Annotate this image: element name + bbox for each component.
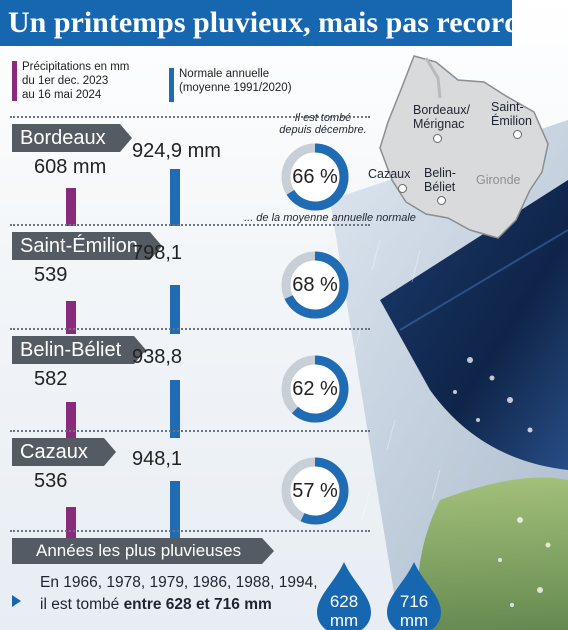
note-top: Il est tombé depuis décembre. bbox=[268, 112, 378, 136]
value-normal-1: 798,1 bbox=[132, 242, 183, 264]
note-top-line1: Il est tombé bbox=[294, 112, 352, 124]
percent-label-2: 62 % bbox=[292, 378, 338, 400]
bar-precip-0 bbox=[66, 188, 76, 226]
legend-normal-line2: (moyenne 1991/2020) bbox=[179, 82, 292, 94]
rainiest-years-text: En 1966, 1978, 1979, 1986, 1988, 1994, i… bbox=[40, 572, 318, 616]
bullet-arrow-icon bbox=[12, 595, 21, 607]
legend-normal-swatch bbox=[169, 68, 174, 102]
bar-precip-2 bbox=[66, 401, 76, 438]
note-bottom: ... de la moyenne annuelle normale bbox=[244, 212, 416, 224]
bar-normal-1 bbox=[170, 284, 180, 334]
bar-precip-3 bbox=[66, 506, 76, 540]
donut-0 bbox=[281, 143, 349, 211]
value-precip-3: 536 bbox=[34, 470, 68, 492]
value-precip-1: 539 bbox=[34, 264, 68, 286]
drop-value-2: 716 bbox=[399, 592, 429, 611]
drop-unit-2: mm bbox=[399, 611, 429, 630]
bar-normal-0 bbox=[170, 168, 180, 226]
city-tab-1: Saint-Émilion bbox=[12, 232, 162, 260]
value-normal-0: 924,9 mm bbox=[132, 140, 221, 162]
map-label-bordeaux: Bordeaux/ Mérignac bbox=[413, 103, 470, 131]
legend-normal-line1: Normale annuelle bbox=[179, 68, 270, 80]
rainiest-years-line1: En 1966, 1978, 1979, 1986, 1988, 1994, bbox=[40, 574, 318, 591]
bar-normal-3 bbox=[170, 481, 180, 540]
row-separator-top bbox=[10, 116, 370, 118]
map-dot-cazaux bbox=[398, 184, 407, 193]
map-label-cazaux: Cazaux bbox=[368, 167, 411, 181]
map-label-belin: Belin- Béliet bbox=[424, 166, 456, 194]
donut-3 bbox=[281, 457, 349, 525]
value-precip-0: 608 mm bbox=[34, 156, 107, 178]
rainiest-years-heading: Années les plus pluvieuses bbox=[12, 538, 274, 564]
city-tab-0: Bordeaux bbox=[12, 124, 132, 152]
legend-precip-swatch bbox=[12, 61, 17, 101]
gironde-map bbox=[379, 55, 549, 239]
drop-label-1: 628 mm bbox=[313, 592, 375, 630]
map-dot-bordeaux bbox=[433, 134, 442, 143]
row-separator-1 bbox=[10, 328, 370, 330]
donut-arc-0 bbox=[281, 143, 349, 211]
donut-arc-1 bbox=[281, 251, 349, 319]
map-label-saint-emilion: Saint- Émilion bbox=[491, 100, 532, 128]
row-separator-0 bbox=[10, 224, 370, 226]
donut-arc-2 bbox=[281, 355, 349, 423]
city-tab-2: Belin-Béliet bbox=[12, 336, 146, 364]
map-label-saint-emilion-line1: Saint- bbox=[491, 100, 524, 114]
rainiest-years-line2-prefix: il est tombé bbox=[40, 596, 124, 613]
rainiest-years-line2: il est tombé entre 628 et 716 mm bbox=[40, 594, 318, 616]
note-top-line2: depuis décembre. bbox=[279, 124, 367, 136]
map-label-bordeaux-line2: Mérignac bbox=[413, 117, 465, 131]
map-label-belin-line2: Béliet bbox=[424, 180, 456, 194]
bar-normal-2 bbox=[170, 379, 180, 438]
row-separator-2 bbox=[10, 430, 370, 432]
drop-label-2: 716 mm bbox=[383, 592, 445, 630]
percent-label-3: 57 % bbox=[292, 480, 338, 502]
value-normal-3: 948,1 bbox=[132, 448, 183, 470]
value-precip-2: 582 bbox=[34, 368, 68, 390]
map-label-bordeaux-line1: Bordeaux/ bbox=[413, 103, 470, 117]
legend-normal: Normale annuelle (moyenne 1991/2020) bbox=[169, 67, 292, 102]
legend-precipitation: Précipitations en mm du 1er dec. 2023 au… bbox=[12, 60, 130, 102]
map-label-belin-line1: Belin- bbox=[424, 166, 456, 180]
legend-precip-line2: du 1er dec. 2023 bbox=[22, 75, 109, 87]
rainiest-years-line2-bold: entre 628 et 716 mm bbox=[123, 596, 272, 613]
legend-precip-line3: au 16 mai 2024 bbox=[22, 89, 102, 101]
map-label-gironde: Gironde bbox=[476, 173, 521, 187]
value-normal-2: 938,8 bbox=[132, 346, 183, 368]
raindrop-icon bbox=[387, 562, 441, 630]
donut-2 bbox=[281, 355, 349, 423]
donut-arc-3 bbox=[281, 457, 349, 525]
percent-label-1: 68 % bbox=[292, 274, 338, 296]
legend-precip-line1: Précipitations en mm bbox=[22, 61, 130, 73]
map-label-saint-emilion-line2: Émilion bbox=[491, 114, 532, 128]
page-title: Un printemps pluvieux, mais pas record bbox=[0, 0, 521, 46]
city-tab-3: Cazaux bbox=[12, 438, 116, 466]
map-dot-saint-emilion bbox=[513, 130, 522, 139]
row-separator-bottom bbox=[10, 530, 370, 532]
map-dot-belin bbox=[437, 196, 446, 205]
drop-unit-1: mm bbox=[329, 611, 359, 630]
bar-precip-1 bbox=[66, 300, 76, 334]
raindrop-icon bbox=[317, 562, 371, 630]
percent-label-0: 66 % bbox=[292, 166, 338, 188]
donut-1 bbox=[281, 251, 349, 319]
drop-value-1: 628 bbox=[329, 592, 359, 611]
